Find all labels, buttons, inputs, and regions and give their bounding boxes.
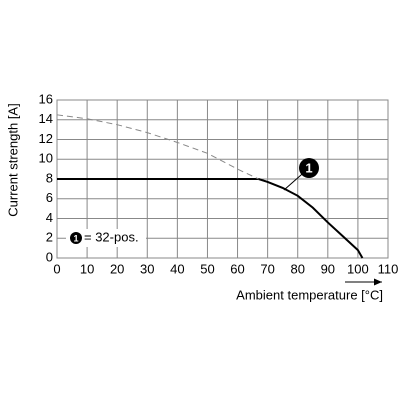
y-tick-label: 16 [39, 91, 53, 106]
y-tick-label: 14 [39, 111, 53, 126]
x-tick-label: 50 [200, 261, 214, 276]
y-tick-label: 2 [46, 230, 53, 245]
x-tick-label: 80 [290, 261, 304, 276]
x-tick-label: 0 [53, 261, 60, 276]
series-line [57, 178, 364, 259]
legend-marker-text: 1 [73, 233, 78, 243]
y-axis-label: Current strength [A] [5, 103, 20, 216]
x-tick-label: 100 [347, 261, 369, 276]
y-tick-label: 4 [46, 210, 53, 225]
x-tick-label: 60 [230, 261, 244, 276]
y-tick-label: 6 [46, 190, 53, 205]
legend-marker-circle [70, 232, 82, 244]
x-tick-label: 90 [321, 261, 335, 276]
y-tick-label: 12 [39, 131, 53, 146]
legend-note-bg [66, 229, 146, 247]
x-tick-label: 110 [378, 261, 399, 276]
annotation-circle [299, 158, 319, 178]
y-tick-label: 0 [46, 249, 53, 264]
legend-note-text: = 32-pos. [84, 229, 139, 244]
series-line [56, 114, 259, 180]
x-tick-label: 30 [140, 261, 154, 276]
annotation-text: 1 [305, 160, 312, 175]
y-tick-label: 8 [46, 170, 53, 185]
x-axis-label: Ambient temperature [°C] [236, 287, 383, 302]
x-tick-label: 70 [260, 261, 274, 276]
x-tick-label: 40 [170, 261, 184, 276]
x-axis-arrow-head [374, 278, 382, 286]
y-tick-label: 10 [39, 151, 53, 166]
x-tick-label: 20 [110, 261, 124, 276]
x-tick-label: 10 [80, 261, 94, 276]
